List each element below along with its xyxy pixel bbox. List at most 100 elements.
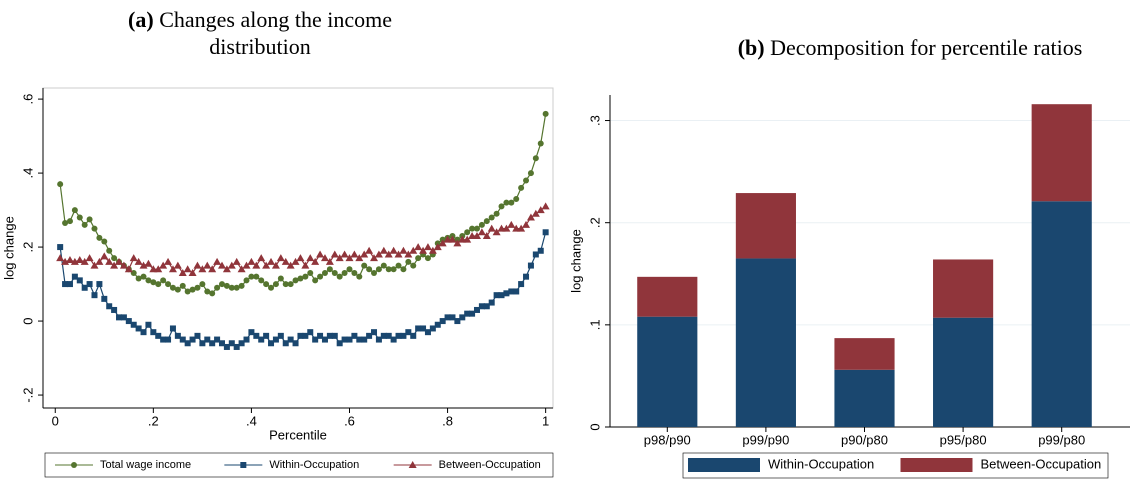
marker — [228, 340, 235, 347]
x-tick-label: .8 — [442, 413, 453, 428]
bar-segment — [1031, 201, 1092, 427]
marker — [379, 246, 388, 254]
marker — [238, 340, 245, 347]
marker — [189, 336, 196, 343]
marker — [168, 265, 177, 273]
marker — [179, 336, 186, 343]
marker — [482, 231, 491, 239]
marker — [513, 195, 520, 202]
marker — [414, 243, 423, 251]
marker — [204, 336, 211, 343]
marker — [312, 336, 319, 343]
marker — [302, 332, 309, 339]
marker — [194, 284, 201, 291]
marker — [106, 303, 113, 310]
legend-marker — [240, 462, 247, 468]
marker — [233, 343, 240, 350]
y-tick-label: .6 — [20, 94, 35, 105]
marker — [355, 254, 364, 262]
marker — [91, 225, 98, 232]
x-tick-label: .4 — [246, 413, 257, 428]
marker — [287, 336, 294, 343]
marker — [400, 266, 407, 273]
marker — [209, 340, 216, 347]
marker — [217, 261, 226, 269]
marker — [502, 224, 511, 232]
marker — [493, 292, 500, 299]
marker — [189, 286, 196, 293]
marker — [115, 257, 124, 265]
marker — [111, 255, 118, 262]
y-axis-label: log change — [568, 229, 583, 293]
marker — [366, 266, 373, 273]
marker — [282, 340, 289, 347]
marker — [301, 261, 310, 269]
marker — [111, 306, 118, 313]
bar-segment — [637, 316, 698, 427]
bar-segment — [834, 338, 895, 370]
marker — [503, 199, 510, 206]
marker — [91, 292, 98, 299]
marker — [390, 336, 397, 343]
marker — [213, 257, 222, 265]
marker — [365, 246, 374, 254]
marker — [57, 244, 64, 251]
marker — [523, 177, 530, 184]
marker — [317, 332, 324, 339]
marker — [248, 329, 255, 336]
panel-b-title: (b) Decomposition for percentile ratios — [700, 34, 1120, 61]
marker — [110, 261, 119, 269]
marker — [86, 216, 93, 223]
marker — [351, 332, 358, 339]
legend-swatch — [688, 458, 760, 472]
marker — [105, 257, 114, 265]
marker — [174, 286, 181, 293]
marker — [169, 284, 176, 291]
y-tick-label: .2 — [587, 217, 602, 228]
marker — [415, 255, 422, 262]
marker — [76, 277, 83, 284]
x-tick-label: .2 — [148, 413, 159, 428]
y-tick-label: .1 — [587, 319, 602, 330]
marker — [237, 265, 246, 273]
marker — [80, 257, 89, 265]
marker — [228, 284, 235, 291]
marker — [160, 277, 167, 284]
marker — [120, 314, 127, 321]
marker — [370, 254, 379, 262]
marker — [101, 238, 108, 245]
marker — [488, 299, 495, 306]
marker — [75, 256, 84, 264]
marker — [100, 252, 109, 260]
marker — [335, 254, 344, 262]
marker — [272, 281, 279, 288]
marker — [145, 321, 152, 328]
marker — [394, 250, 403, 258]
marker — [523, 273, 530, 280]
marker — [70, 257, 79, 265]
marker — [165, 281, 172, 288]
marker — [227, 261, 236, 269]
marker — [375, 336, 382, 343]
marker — [263, 332, 270, 339]
marker — [129, 254, 138, 262]
marker — [311, 257, 320, 265]
marker — [268, 340, 275, 347]
marker — [316, 250, 325, 258]
x-tick-label: p99/p90 — [742, 432, 789, 447]
marker — [199, 281, 206, 288]
legend-label: Between-Occupation — [981, 456, 1102, 471]
marker — [346, 266, 353, 273]
marker — [258, 336, 265, 343]
marker — [173, 261, 182, 269]
plot-frame — [42, 87, 554, 409]
legend-label: Within-Occupation — [269, 459, 359, 471]
marker — [253, 273, 260, 280]
marker — [405, 258, 412, 265]
marker — [424, 329, 431, 336]
marker — [385, 332, 392, 339]
marker — [134, 257, 143, 265]
marker — [459, 314, 466, 321]
marker — [420, 325, 427, 332]
marker — [188, 268, 197, 276]
